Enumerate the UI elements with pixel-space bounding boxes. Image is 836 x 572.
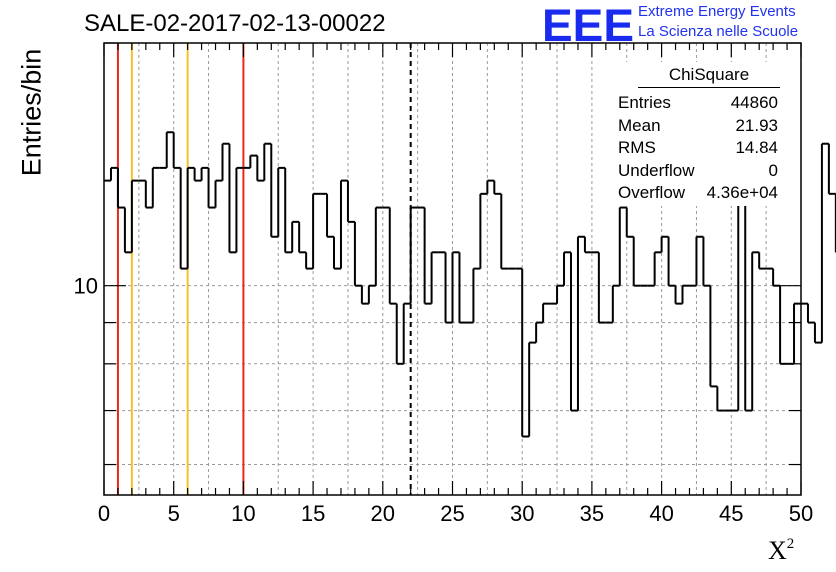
x-tick-label: 35 [580,501,604,526]
x-tick-label: 40 [649,501,673,526]
logo-line-2: La Scienza nelle Scuole [638,23,799,40]
x-tick-label: 15 [301,501,325,526]
stat-value: 44860 [730,93,778,112]
stat-label: Overflow [618,183,686,202]
stat-row-mean: Mean 21.93 [618,116,778,138]
stat-row-entries: Entries 44860 [618,93,778,115]
axis-layer [103,42,802,496]
stat-row-underflow: Underflow 0 [618,161,778,183]
stat-row-overflow: Overflow 4.36e+04 [618,183,778,205]
x-axis-label: X2 [768,536,794,566]
chart-title: SALE-02-2017-02-13-00022 [84,10,386,37]
tick-label-layer: 0 5 10 15 20 25 30 35 40 45 50 10 [74,274,814,526]
x-tick-label: 30 [510,501,534,526]
x-axis-label-text: X [768,536,787,565]
x-tick-label: 0 [98,501,110,526]
eee-logo-letters: EEE [542,2,634,46]
stat-value: 4.36e+04 [706,183,778,202]
x-tick-label: 20 [371,501,395,526]
stat-label: RMS [618,138,656,157]
stats-box: ChiSquare Entries 44860 Mean 21.93 RMS 1… [608,62,780,206]
stat-value: 21.93 [735,116,778,135]
stat-label: Mean [618,116,661,135]
x-axis-label-superscript: 2 [786,536,795,552]
eee-logo: EEE [542,2,634,46]
stat-label: Underflow [618,161,695,180]
x-tick-label: 10 [231,501,255,526]
stat-label: Entries [618,93,671,112]
stat-value: 14.84 [735,138,778,157]
y-axis-label: Entries/bin [16,48,47,177]
reference-lines-layer [116,43,412,495]
y-tick-label: 10 [74,274,98,299]
x-tick-label: 45 [719,501,743,526]
x-tick-label: 50 [789,501,813,526]
x-tick-label: 5 [168,501,180,526]
stats-title: ChiSquare [638,65,780,88]
logo-line-1: Extreme Energy Events [638,3,796,20]
x-tick-label: 25 [440,501,464,526]
stat-value: 0 [768,161,778,180]
stat-row-rms: RMS 14.84 [618,138,778,160]
